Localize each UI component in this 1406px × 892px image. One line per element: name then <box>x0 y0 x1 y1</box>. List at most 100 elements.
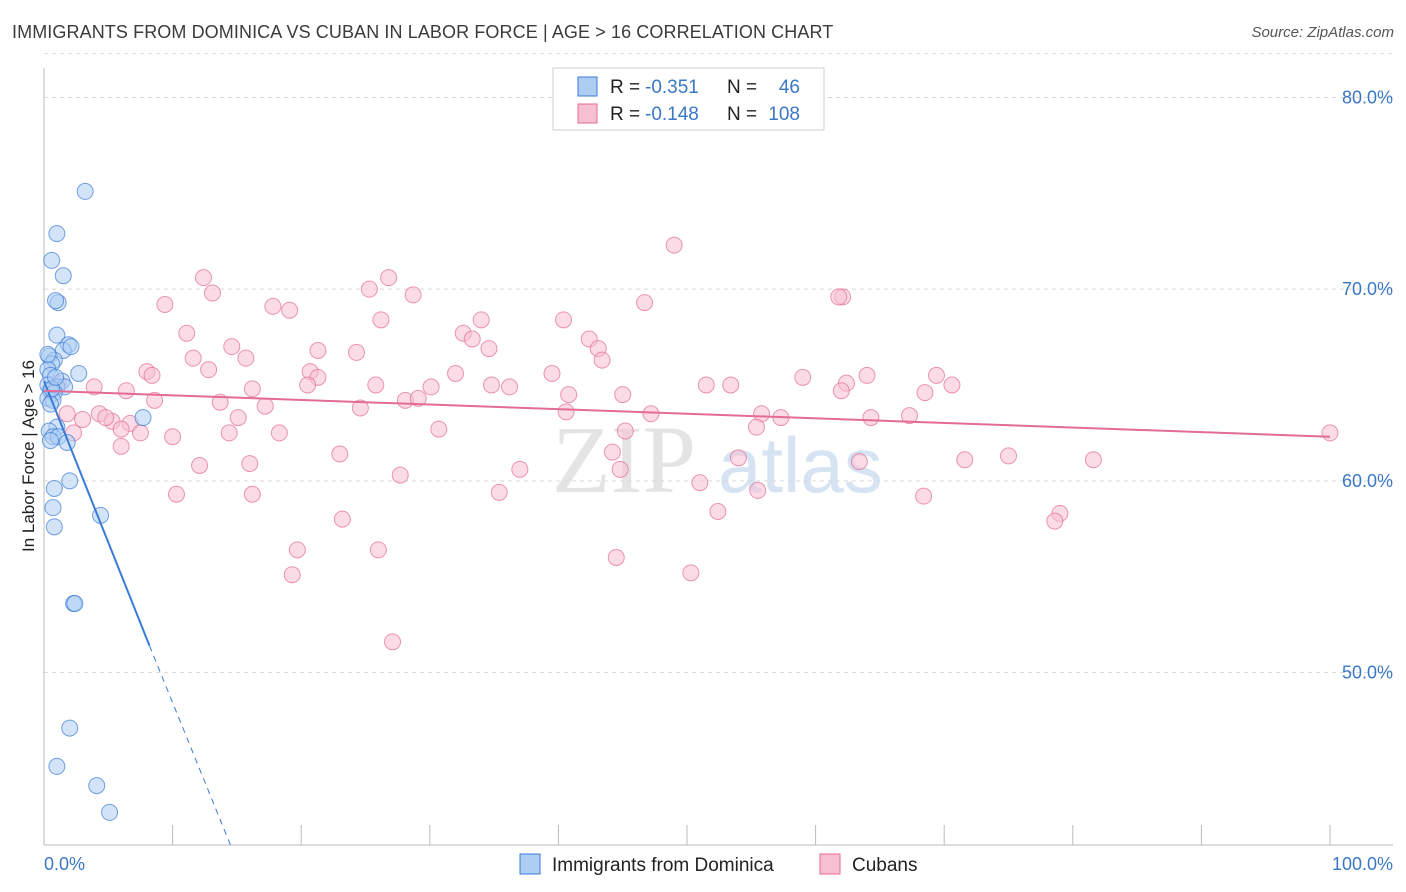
cubans-point-35 <box>858 366 876 384</box>
dominica-point-15 <box>70 365 88 382</box>
cubans-point-30 <box>143 366 161 384</box>
cubans-point-34 <box>794 368 812 386</box>
cubans-point-101 <box>915 487 933 505</box>
dominica-trend-line <box>43 380 151 647</box>
cubans-point-83 <box>331 445 349 463</box>
cubans-point-78 <box>270 424 288 442</box>
stats-legend-box <box>552 67 825 131</box>
cubans-point-54 <box>256 397 274 415</box>
dominica-point-0 <box>76 182 94 200</box>
dominica-point-6 <box>48 326 66 344</box>
cubans-point-4 <box>360 280 378 298</box>
cubans-point-92 <box>391 466 409 484</box>
dominica-point-41 <box>88 777 106 795</box>
cubans-point-57 <box>560 386 578 404</box>
cubans-point-94 <box>611 460 629 478</box>
dominica-point-25 <box>134 409 152 427</box>
cubans-point-98 <box>490 483 508 501</box>
legend-n-value-cubans: 108 <box>768 104 800 125</box>
legend-n-value-dominica: 46 <box>779 77 800 98</box>
dominica-point-38 <box>66 595 84 612</box>
cubans-point-20 <box>309 342 327 359</box>
cubans-point-87 <box>1000 447 1017 465</box>
stats-legend: R = -0.351 N = 46 R = -0.148 N = 108 <box>552 67 825 131</box>
cubans-point-6 <box>636 294 654 312</box>
y-tick-label-60: 60.0% <box>1342 471 1393 491</box>
x-tick-label-100: 100.0% <box>1332 854 1393 874</box>
cubans-point-17 <box>463 330 481 348</box>
cubans-point-32 <box>447 365 465 382</box>
legend-r-value-cubans: -0.148 <box>645 104 699 125</box>
cubans-trend-line <box>43 389 1331 438</box>
series-legend: Immigrants from Dominica Cubans <box>519 853 918 876</box>
y-tick-labels: 50.0% 60.0% 70.0% 80.0% <box>1342 88 1393 683</box>
dominica-point-43 <box>39 345 57 363</box>
dominica-point-32 <box>61 472 79 490</box>
dominica-point-36 <box>45 518 63 536</box>
cubans-point-63 <box>97 409 115 427</box>
legend-swatch-dominica <box>577 76 598 97</box>
cubans-point-2 <box>380 269 398 287</box>
cubans-point-71 <box>862 409 880 427</box>
y-tick-label-80: 80.0% <box>1342 88 1393 108</box>
cubans-point-39 <box>117 382 135 400</box>
dominica-point-30 <box>41 432 59 450</box>
dominica-point-42 <box>101 803 119 821</box>
cubans-point-12 <box>372 311 390 329</box>
cubans-point-103 <box>709 503 727 520</box>
cubans-point-108 <box>682 564 700 582</box>
cubans-point-77 <box>220 424 238 442</box>
cubans-point-95 <box>850 453 868 471</box>
dominica-point-9 <box>62 338 80 356</box>
cubans-point-0 <box>665 236 683 254</box>
dominica-point-40 <box>48 757 66 775</box>
cubans-point-44 <box>483 376 501 394</box>
cubans-point-84 <box>603 443 621 461</box>
legend-n-label-dominica: N = <box>727 77 757 98</box>
cubans-point-79 <box>430 420 448 438</box>
cubans-point-89 <box>1321 424 1339 442</box>
cubans-point-81 <box>747 418 765 436</box>
dominica-point-45 <box>47 368 65 386</box>
cubans-point-109 <box>607 549 625 566</box>
cubans-point-1 <box>194 269 212 287</box>
cubans-point-43 <box>422 378 440 396</box>
cubans-point-75 <box>131 424 149 442</box>
cubans-point-58 <box>614 386 632 404</box>
legend-swatch-cubans <box>577 103 598 124</box>
cubans-point-33 <box>543 365 561 382</box>
cubans-point-90 <box>191 457 209 474</box>
legend-r-value-dominica: -0.351 <box>645 77 699 98</box>
cubans-point-76 <box>164 428 182 446</box>
dominica-point-34 <box>44 499 62 517</box>
cubans-point-41 <box>299 376 317 394</box>
cubans-point-111 <box>384 633 402 651</box>
bottom-label-cubans: Cubans <box>852 855 918 876</box>
cubans-point-66 <box>351 399 369 417</box>
cubans-point-3 <box>203 284 221 302</box>
dominica-point-2 <box>43 251 61 269</box>
bottom-swatch-dominica <box>519 853 541 875</box>
x-tick-label-0: 0.0% <box>44 854 85 874</box>
cubans-point-13 <box>472 311 490 329</box>
cubans-point-46 <box>697 376 715 394</box>
cubans-point-40 <box>243 380 261 398</box>
cubans-point-5 <box>404 286 422 304</box>
y-tick-label-70: 70.0% <box>1342 279 1393 299</box>
axes <box>43 68 1393 846</box>
cubans-point-68 <box>642 405 660 423</box>
dominica-point-39 <box>61 719 79 737</box>
cubans-point-97 <box>243 485 261 503</box>
cubans-point-11 <box>281 301 299 319</box>
cubans-point-65 <box>229 409 247 427</box>
dominica-trend-extension <box>148 645 231 846</box>
legend-n-label-cubans: N = <box>727 104 757 125</box>
cubans-point-51 <box>832 382 850 400</box>
cubans-point-21 <box>347 343 365 361</box>
cubans-point-62 <box>74 411 92 428</box>
cubans-point-72 <box>900 407 918 425</box>
cubans-point-26 <box>593 351 611 369</box>
cubans-point-86 <box>956 451 974 469</box>
cubans-point-88 <box>1084 451 1102 469</box>
